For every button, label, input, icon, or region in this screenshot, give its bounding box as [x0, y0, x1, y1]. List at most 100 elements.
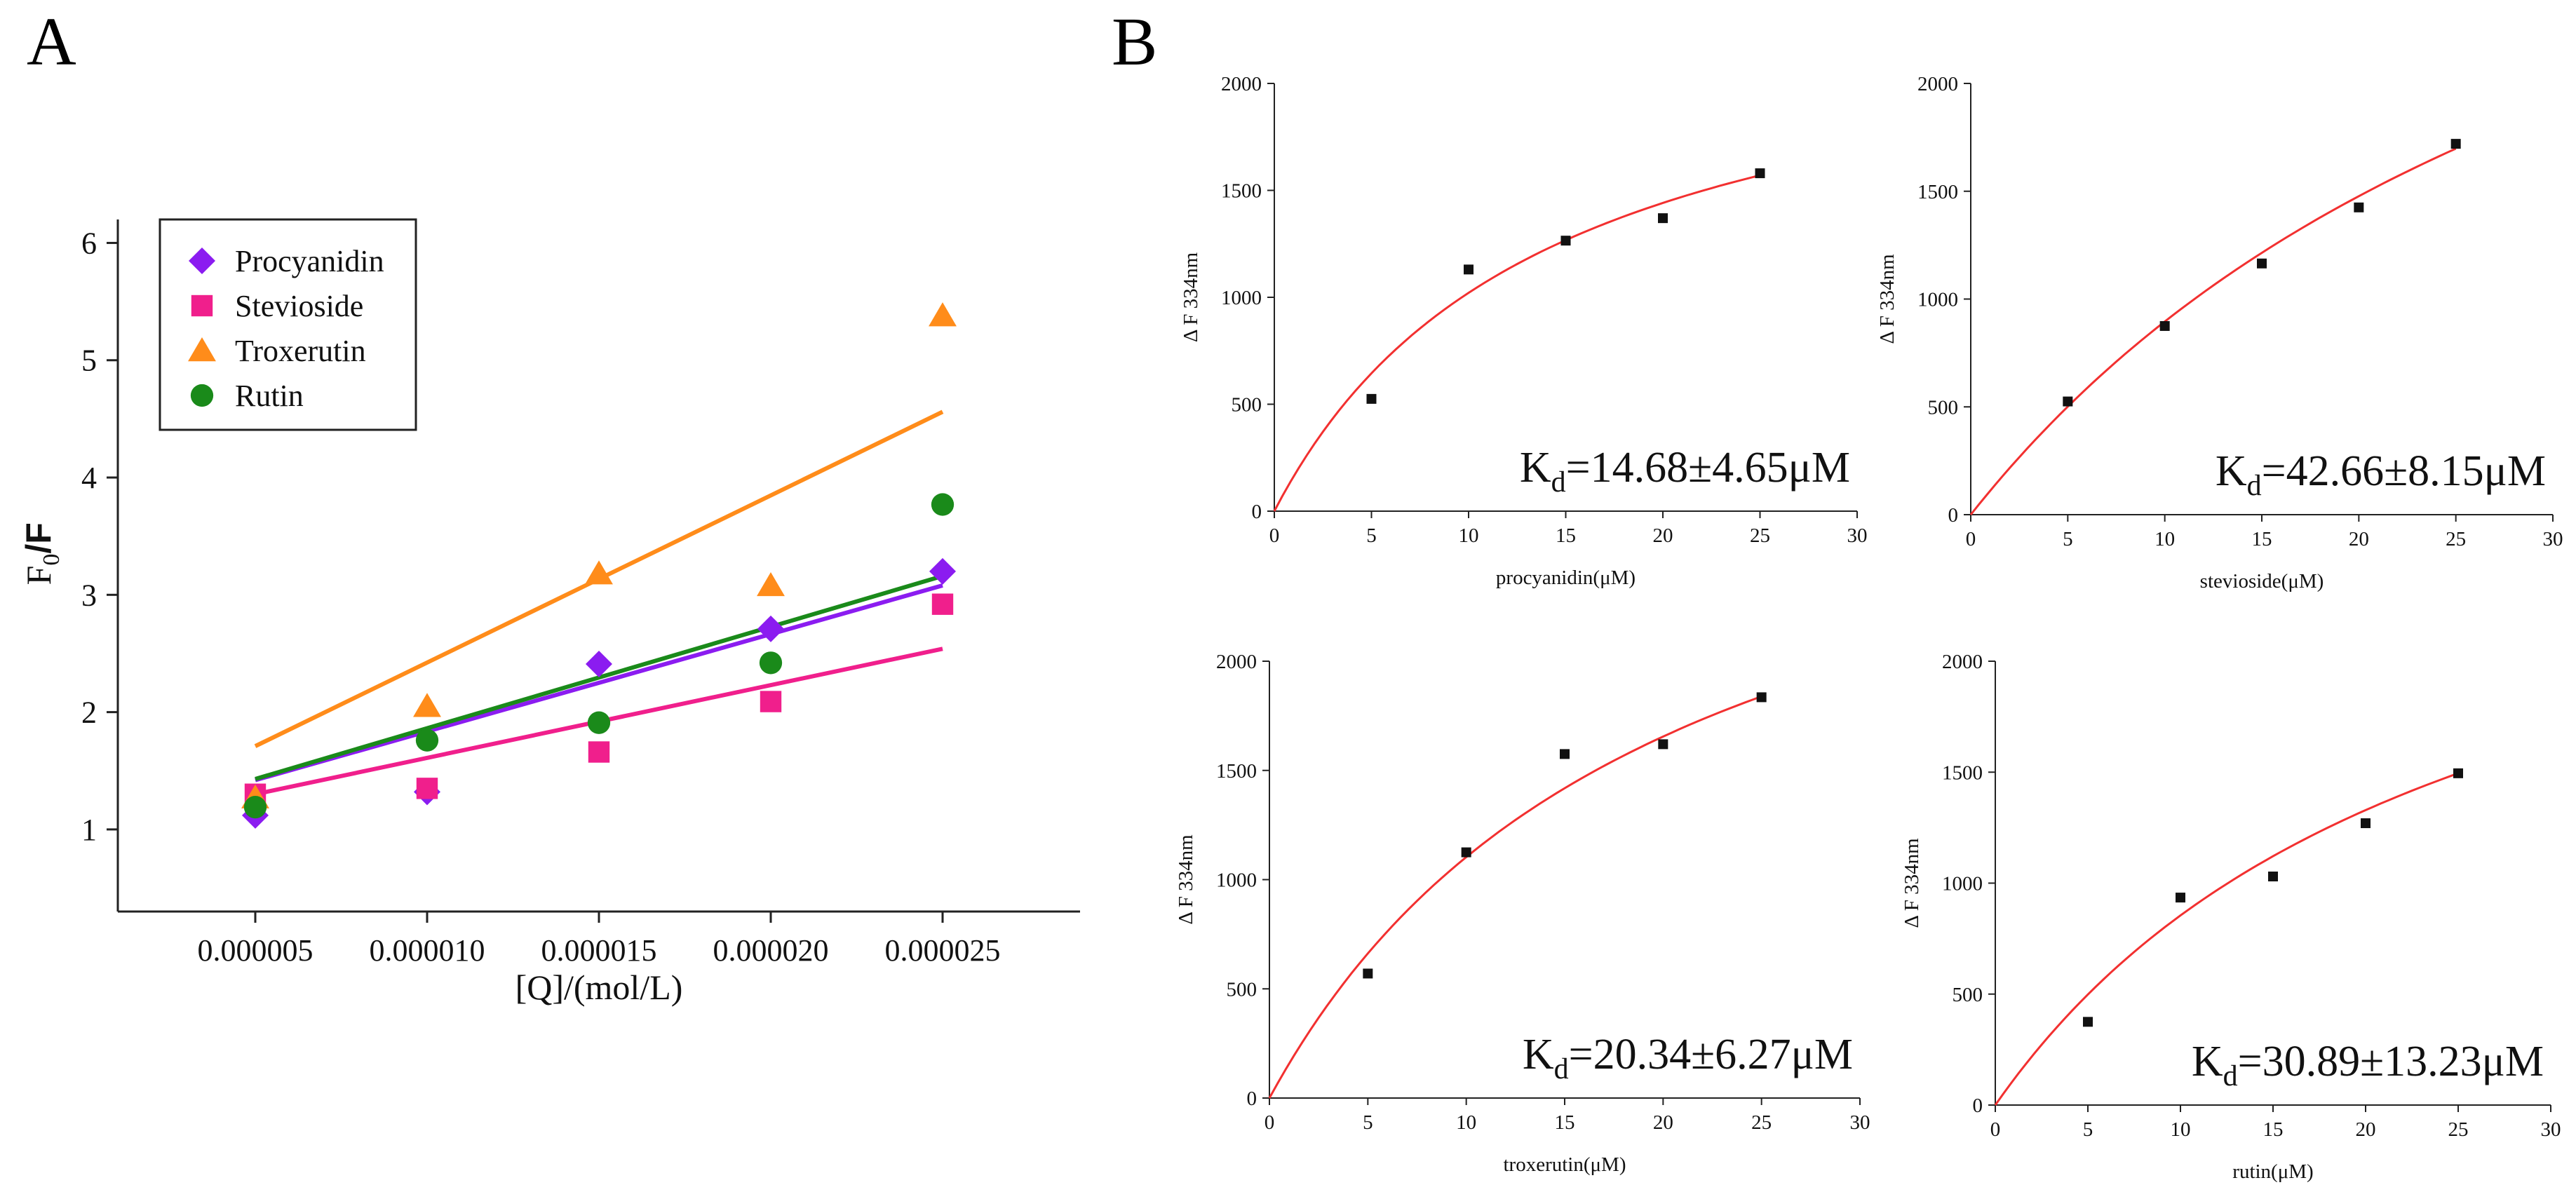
data-point: [1560, 749, 1570, 759]
legend: Procyanidin Stevioside Troxerutin Rutin: [159, 218, 417, 431]
y-tick-label: 2000: [1942, 651, 1983, 673]
y-axis-label: F0/F: [19, 522, 65, 585]
x-tick-label: 0.000005: [198, 933, 313, 968]
x-tick-label: 25: [2446, 528, 2466, 550]
data-point: [2257, 258, 2267, 269]
procyanidin-point: [586, 651, 612, 678]
y-tick-label: 500: [1227, 978, 1257, 1001]
y-tick-label: 2000: [1216, 651, 1257, 673]
y-tick-label: 0: [1252, 501, 1262, 523]
data-point: [1464, 264, 1474, 275]
y-tick-label: 1500: [1216, 760, 1257, 783]
y-tick-label: 5: [81, 344, 97, 378]
legend-label-stevioside: Stevioside: [235, 289, 363, 323]
y-tick-label: 1500: [1917, 181, 1958, 203]
kd-annotation-k: K: [2192, 1038, 2223, 1085]
troxerutin-point: [929, 302, 957, 327]
kd-annotation-k: K: [1523, 1031, 1554, 1078]
x-tick-label: 30: [1850, 1111, 1870, 1134]
x-tick-label: 30: [1847, 524, 1868, 547]
chart-b3-troxerutin: 0 500 1000 1500 2000 0 5 10 15 20 25 30 troxerutin(μ…: [1175, 651, 1870, 1176]
troxerutin-point: [585, 560, 613, 585]
y-tick-label: 0: [1948, 504, 1959, 527]
stevioside-point: [588, 741, 610, 763]
kd-annotation-value: =14.68±4.65μM: [1566, 444, 1850, 492]
kd-annotation-value: =42.66±8.15μM: [2262, 447, 2546, 495]
y-axis-label-tail: /F: [19, 522, 58, 553]
data-point: [2354, 202, 2364, 212]
x-tick-label: 10: [2171, 1118, 2191, 1141]
x-axis-label: stevioside(μM): [2200, 570, 2324, 592]
legend-marker-rutin: [190, 384, 214, 407]
x-tick-label: 5: [2063, 528, 2073, 550]
kd-annotation-subscript: d: [2223, 1060, 2238, 1092]
x-tick-label: 20: [1653, 1111, 1673, 1134]
x-tick-label: 0: [1966, 528, 1976, 550]
troxerutin-point: [757, 571, 785, 597]
x-tick-label: 0.000025: [885, 933, 1001, 968]
y-tick-label: 1000: [1216, 869, 1257, 892]
x-tick-label: 5: [1363, 1111, 1373, 1134]
rutin-fit-line: [255, 574, 943, 781]
data-point: [1658, 739, 1668, 750]
procyanidin-point: [757, 615, 784, 642]
y-tick-label: 500: [1928, 396, 1959, 419]
legend-label-rutin: Rutin: [235, 379, 304, 413]
data-point: [2268, 872, 2278, 882]
y-tick-label: 2000: [1917, 73, 1958, 95]
x-tick-label: 0.000020: [713, 933, 829, 968]
y-tick-label: 1000: [1221, 287, 1262, 309]
y-axis-label: Δ F 334nm: [1175, 834, 1197, 925]
x-axis-label: troxerutin(μM): [1503, 1153, 1626, 1176]
x-tick-label: 15: [2263, 1118, 2284, 1141]
rutin-point: [587, 711, 611, 734]
panel-label-a: A: [27, 4, 76, 80]
data-point: [1363, 968, 1373, 979]
y-tick-label: 0: [1247, 1088, 1257, 1110]
procyanidin-point: [929, 557, 956, 585]
x-tick-label: 15: [2252, 528, 2272, 550]
kd-annotation-value: =30.89±13.23μM: [2238, 1038, 2544, 1085]
y-axis-label: Δ F 334nm: [1901, 838, 1923, 928]
x-tick-label: 20: [2349, 528, 2369, 550]
x-tick-label: 0: [1990, 1118, 2001, 1141]
y-tick-label: 1000: [1917, 289, 1958, 311]
chart-b2-stevioside: 0 500 1000 1500 2000 0 5 10 15 20 25 30 stevioside(μ…: [1876, 73, 2563, 592]
legend-marker-troxerutin: [188, 337, 216, 362]
y-tick-label: 4: [81, 461, 97, 495]
kd-annotation: Kd=42.66±8.15μM: [2216, 447, 2546, 502]
data-point: [1366, 393, 1377, 404]
y-axis-label: Δ F 334nm: [1180, 252, 1202, 342]
x-tick-label: 0.000010: [370, 933, 485, 968]
data-point: [1461, 847, 1471, 858]
data-point: [1658, 213, 1668, 224]
y-axis-label-main: F: [19, 566, 58, 585]
stevioside-point: [416, 778, 438, 799]
x-axis-label: procyanidin(μM): [1496, 567, 1636, 589]
x-tick-label: 20: [2356, 1118, 2376, 1141]
x-tick-label: 25: [1751, 1111, 1772, 1134]
x-axis-label: [Q]/(mol/L): [515, 968, 683, 1007]
x-tick-label: 15: [1555, 1111, 1575, 1134]
kd-annotation: Kd=14.68±4.65μM: [1520, 444, 1850, 499]
fit-curve: [1969, 147, 2457, 515]
x-tick-label: 0.000015: [541, 933, 657, 968]
data-point: [1756, 692, 1767, 703]
y-tick-label: 3: [81, 578, 97, 612]
chart-b1-procyanidin: 0 500 1000 1500 2000 0 5 10 15 20 25 30 procyanidin(…: [1180, 73, 1868, 589]
fit-curve: [1994, 772, 2459, 1106]
legend-marker-procyanidin: [189, 248, 215, 274]
procyanidin-fit-line: [255, 583, 943, 783]
x-tick-label: 30: [2541, 1118, 2561, 1141]
legend-label-procyanidin: Procyanidin: [235, 244, 384, 278]
y-tick-label: 500: [1232, 394, 1262, 416]
stevioside-point: [931, 593, 954, 615]
kd-annotation-k: K: [2216, 447, 2247, 495]
y-tick-label: 6: [81, 226, 97, 260]
panel-label-b: B: [1112, 4, 1157, 80]
y-tick-label: 1: [81, 813, 97, 847]
y-tick-label: 0: [1973, 1095, 1983, 1117]
chart-b4-rutin: 0 500 1000 1500 2000 0 5 10 15 20 25 30 rutin(μM) Δ F…: [1901, 651, 2561, 1183]
x-tick-label: 0: [1265, 1111, 1275, 1134]
data-point: [2453, 768, 2463, 778]
